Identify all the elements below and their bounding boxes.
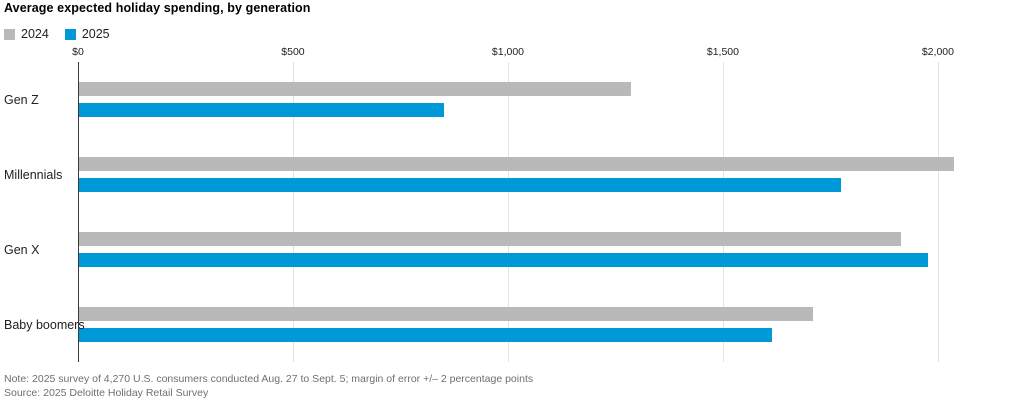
gridline	[722, 62, 724, 362]
category-label: Baby boomers	[4, 317, 85, 332]
x-axis-tick-labels: $0 $500 $1,000 $1,500 $2,000	[72, 46, 1011, 60]
category-label: Gen X	[4, 242, 40, 257]
bar-2025-baby-boomers	[79, 328, 772, 342]
category-label: Millennials	[4, 167, 63, 182]
bar-row-gen-x	[78, 212, 1011, 287]
bar-row-millennials	[78, 137, 1011, 212]
bar-2025-gen-z	[79, 103, 445, 117]
legend-swatch-icon	[64, 28, 76, 40]
bar-2024-millennials	[79, 157, 954, 171]
y-axis-line	[78, 62, 79, 362]
axis-tick-label: $500	[281, 46, 305, 58]
axis-tick-label: $1,000	[491, 46, 525, 58]
chart-source: Source: 2025 Deloitte Holiday Retail Sur…	[4, 387, 209, 399]
category-label: Gen Z	[4, 92, 39, 107]
axis-tick-label: $0	[72, 46, 84, 58]
bar-2024-gen-z	[79, 82, 632, 96]
bar-row-gen-z	[78, 62, 1011, 137]
gridline	[507, 62, 509, 362]
legend-label: 2024	[21, 27, 49, 41]
axis-tick-label: $1,500	[706, 46, 739, 58]
bar-2025-gen-x	[79, 253, 929, 267]
gridline	[937, 62, 939, 362]
category-labels: Gen Z Millennials Gen X Baby boomers	[4, 62, 85, 362]
bar-2024-baby-boomers	[79, 307, 814, 321]
bar-2024-gen-x	[79, 232, 901, 246]
chart-note: Note: 2025 survey of 4,270 U.S. consumer…	[4, 373, 534, 385]
bar-2025-millennials	[79, 178, 842, 192]
legend-item-2025: 2025	[64, 27, 110, 41]
bar-row-baby-boomers	[78, 287, 1011, 362]
legend-item-2024: 2024	[4, 27, 49, 41]
plot-area	[78, 62, 1011, 362]
gridline	[292, 62, 294, 362]
chart-legend: 2024 2025	[4, 27, 110, 41]
chart-title: Average expected holiday spending, by ge…	[4, 1, 311, 15]
legend-swatch-icon	[4, 28, 15, 40]
legend-label: 2025	[81, 27, 110, 41]
axis-tick-label: $2,000	[921, 46, 954, 58]
